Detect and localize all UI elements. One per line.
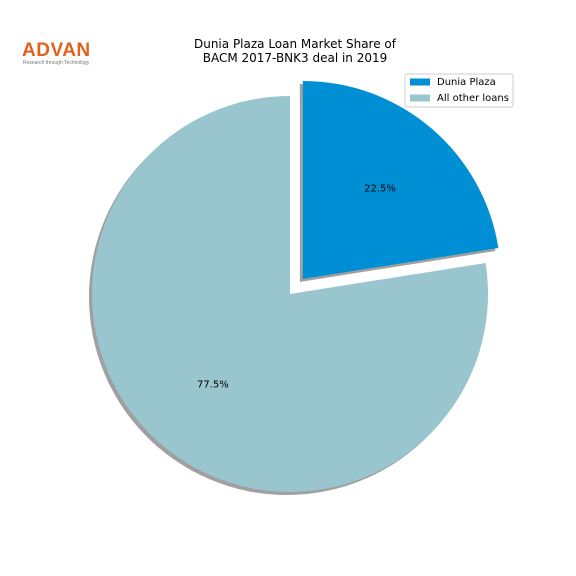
legend-frame xyxy=(404,73,514,108)
chart-title: Dunia Plaza Loan Market Share of BACM 20… xyxy=(193,37,396,65)
logo-name: ADVAN xyxy=(22,40,91,61)
logo-tagline: Research through Technology xyxy=(23,60,90,66)
pie-slice xyxy=(302,80,499,279)
legend-swatch xyxy=(410,78,430,86)
legend-swatch xyxy=(410,94,430,102)
legend: Dunia Plaza All other loans xyxy=(404,73,514,108)
value-label: 22.5% xyxy=(364,184,396,195)
pie-slice xyxy=(92,96,488,493)
legend-label: Dunia Plaza xyxy=(437,77,496,88)
legend-label: All other loans xyxy=(437,93,509,104)
value-label: 77.5% xyxy=(197,379,229,390)
